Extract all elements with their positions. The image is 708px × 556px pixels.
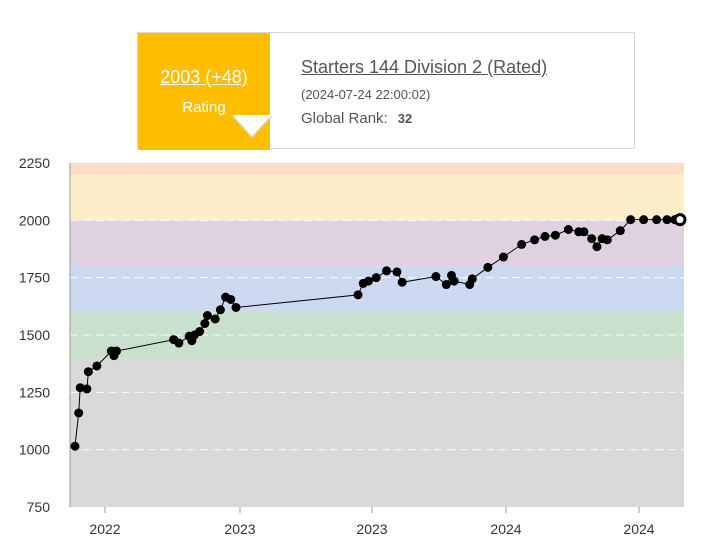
rating-point <box>83 367 93 377</box>
rating-point <box>215 305 225 315</box>
x-tick-label: 2024 <box>490 521 521 537</box>
y-tick-label: 1500 <box>19 327 50 343</box>
x-tick-label: 2022 <box>89 521 120 537</box>
rating-point <box>371 273 381 283</box>
rating-point <box>195 327 205 337</box>
y-tick-label: 750 <box>27 499 51 515</box>
rating-point <box>431 272 441 282</box>
rating-point <box>441 280 451 290</box>
grid-lines <box>70 219 684 451</box>
rating-point <box>467 274 477 284</box>
rating-point <box>579 227 589 237</box>
rating-point <box>202 311 212 321</box>
rating-point <box>592 242 602 252</box>
rating-band-2 <box>70 266 684 313</box>
rating-point <box>449 276 459 286</box>
rating-point <box>397 277 407 287</box>
y-tick-label: 2000 <box>19 212 50 228</box>
tooltip-rank-value: 32 <box>397 111 413 126</box>
rating-point <box>602 235 612 245</box>
rating-point <box>615 226 625 236</box>
rating-point <box>639 215 649 225</box>
rating-point <box>392 267 402 277</box>
y-axis-ticks: 750 1000 1250 1500 1750 2000 2250 <box>19 155 50 515</box>
rating-band-5 <box>70 163 684 175</box>
rating-point <box>210 314 220 324</box>
tooltip-rank-label: Global Rank: <box>301 110 388 127</box>
rating-band-4 <box>70 174 684 221</box>
rating-point <box>353 290 363 300</box>
rating-band-3 <box>70 220 684 267</box>
rating-point <box>517 239 527 249</box>
y-tick-label: 2250 <box>19 155 50 171</box>
rating-point <box>75 383 85 393</box>
rating-point <box>82 384 92 394</box>
rating-point <box>652 215 662 225</box>
tooltip-arrow <box>233 115 271 136</box>
rating-points <box>70 213 687 451</box>
rating-point <box>74 408 84 418</box>
highlighted-point <box>673 213 687 227</box>
rating-point <box>174 338 184 348</box>
rating-point <box>550 230 560 240</box>
x-tick-label: 2024 <box>623 521 654 537</box>
rating-point <box>563 225 573 235</box>
rating-point <box>540 231 550 241</box>
rating-point <box>112 346 122 356</box>
x-tick-label: 2023 <box>356 521 387 537</box>
rating-point <box>200 319 210 329</box>
tooltip-global-rank: Global Rank: 32 <box>301 110 412 127</box>
tooltip-rating-link[interactable]: 2003 (+48) <box>160 67 248 87</box>
rating-band-0 <box>70 357 684 507</box>
rating-point <box>382 266 392 276</box>
rating-point <box>92 361 102 371</box>
y-tick-label: 1750 <box>19 270 50 286</box>
rating-point <box>626 215 636 225</box>
tooltip-contest-link[interactable]: Starters 144 Division 2 (Rated) <box>301 57 548 77</box>
tooltip-rating-panel: 2003 (+48) Rating <box>138 33 270 150</box>
contest-tooltip: 2003 (+48) Rating Starters 144 Division … <box>137 32 635 150</box>
rating-point <box>226 294 236 304</box>
y-tick-label: 1000 <box>19 442 50 458</box>
rating-point <box>231 302 241 312</box>
rating-point <box>498 252 508 262</box>
rating-point <box>483 262 493 272</box>
tooltip-contest-date: (2024-07-24 22:00:02) <box>301 87 431 102</box>
tooltip-details: Starters 144 Division 2 (Rated) (2024-07… <box>301 33 634 150</box>
rating-point <box>662 215 672 225</box>
rating-point <box>363 276 373 286</box>
tooltip-rating-label: Rating <box>182 99 226 116</box>
x-tick-label: 2023 <box>224 521 255 537</box>
rating-point <box>587 234 597 244</box>
x-axis-ticks: 2022 2023 2023 2024 2024 <box>89 507 655 537</box>
rating-point <box>70 441 80 451</box>
y-tick-label: 1250 <box>19 384 50 400</box>
rating-point <box>530 235 540 245</box>
